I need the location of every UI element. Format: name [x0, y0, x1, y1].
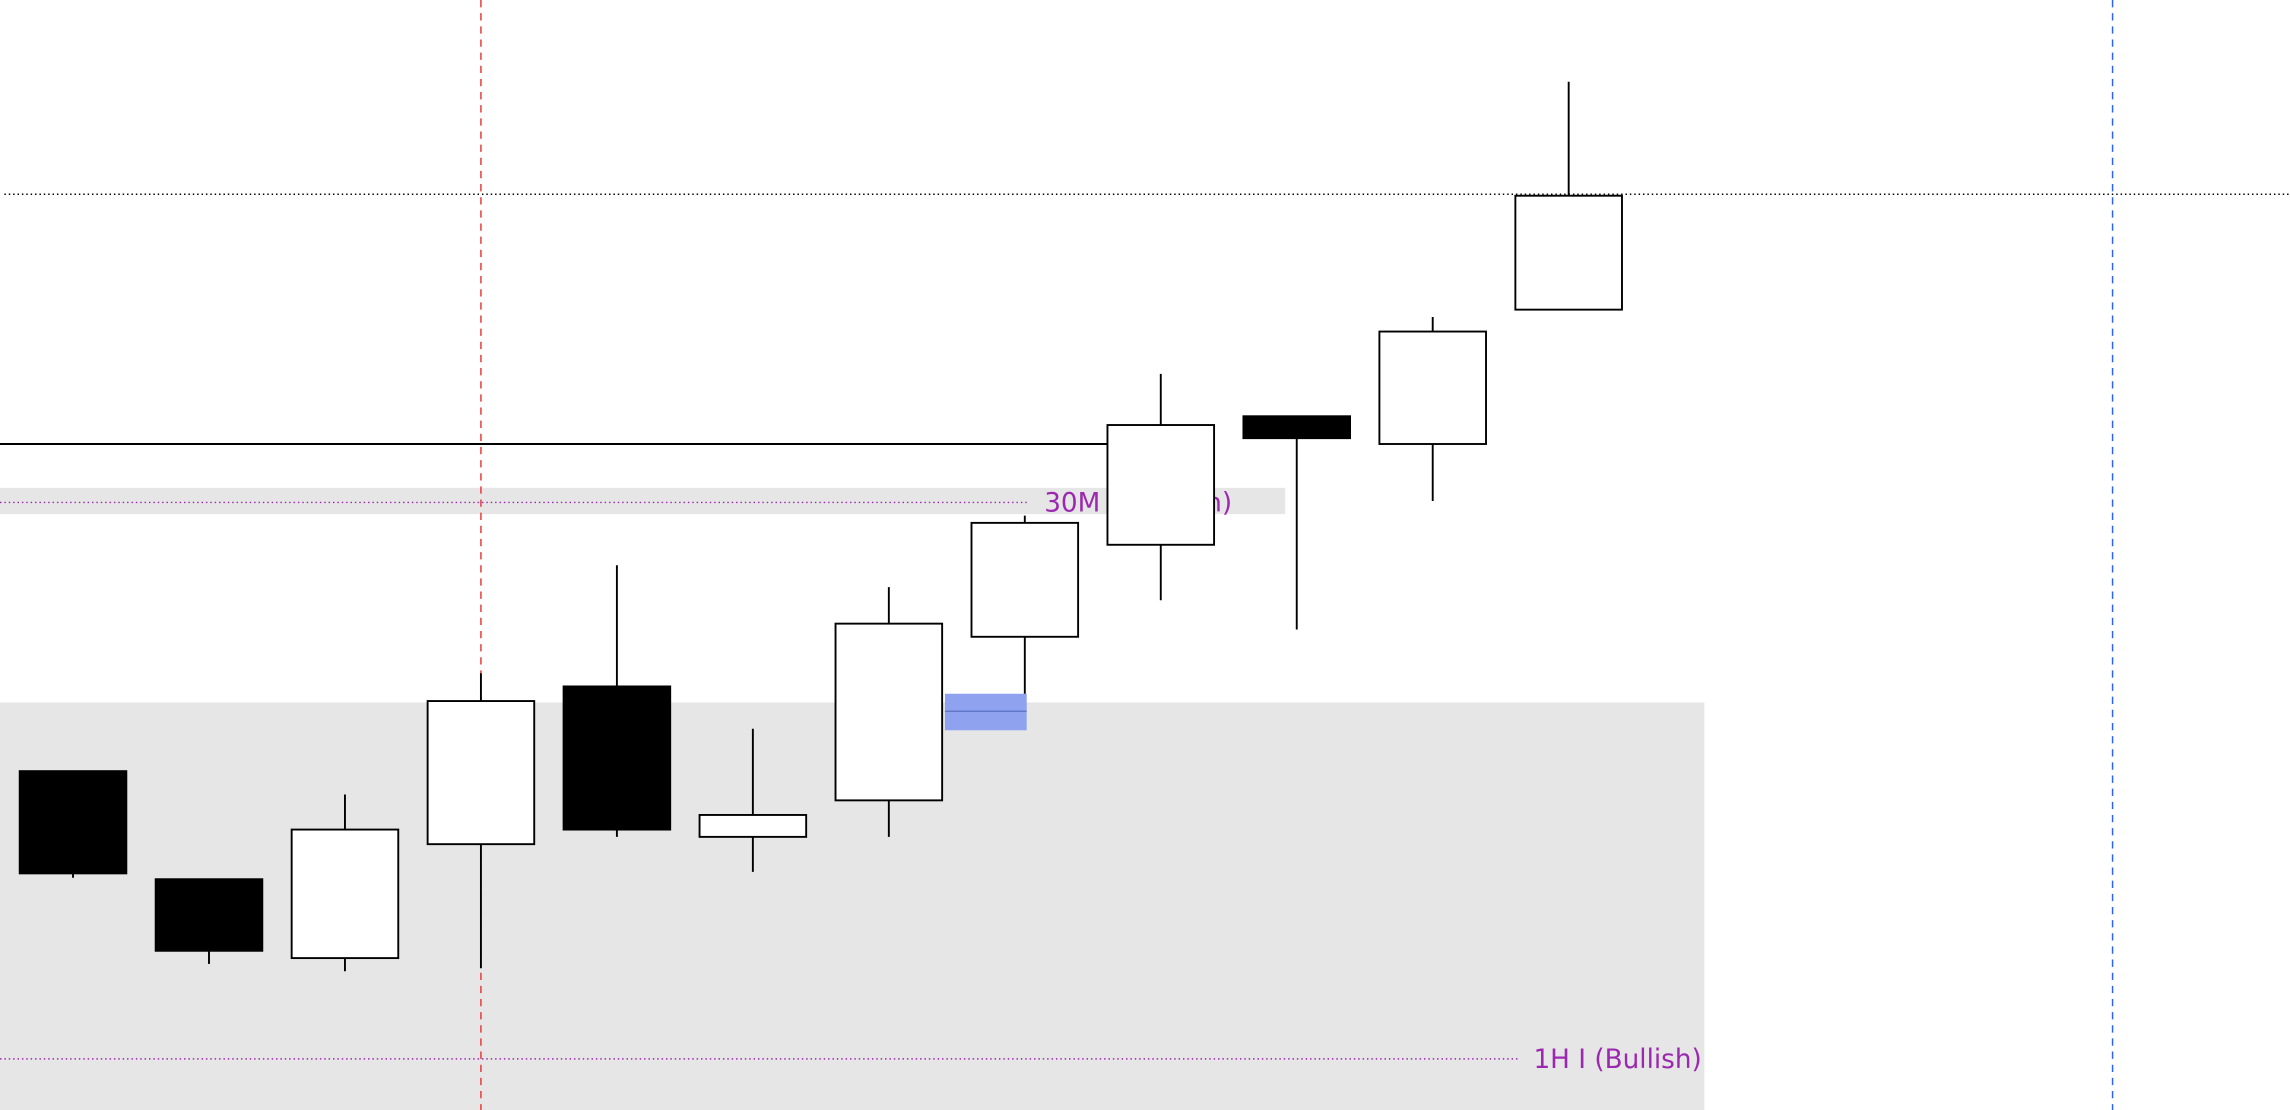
candle-body	[1242, 415, 1351, 440]
candle-body	[698, 814, 808, 838]
candle-body	[426, 700, 536, 846]
candle-body	[1378, 330, 1487, 445]
candle-body	[970, 521, 1080, 638]
candle-body	[18, 770, 128, 875]
zone-label: 1H I (Bullish)	[1533, 1045, 1701, 1075]
candle-body	[834, 622, 944, 802]
gap-box	[944, 693, 1027, 731]
zone	[0, 487, 1286, 515]
candle-body	[1106, 424, 1216, 546]
candle-body	[154, 878, 264, 952]
candle-body	[562, 685, 672, 831]
candle-body	[290, 828, 400, 960]
candle-body	[1514, 194, 1623, 311]
